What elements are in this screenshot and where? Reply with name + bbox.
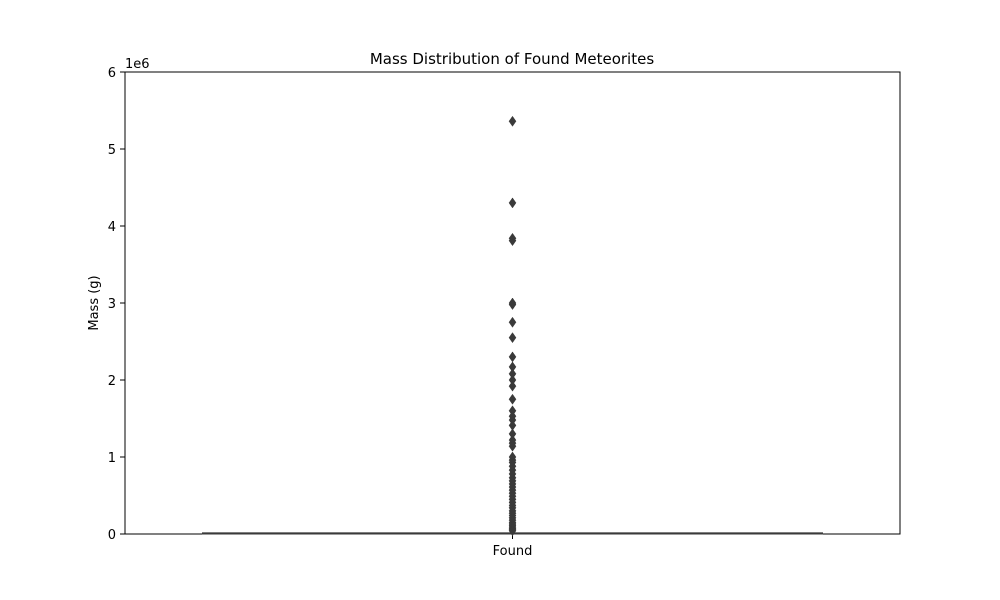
outlier-point [508,380,517,392]
y-axis-label: Mass (g) [87,275,102,330]
y-tick-label: 5 [108,143,116,158]
plot-area: 0 1 2 3 4 5 6 Found [108,66,901,559]
chart-title: Mass Distribution of Found Meteorites [370,50,655,68]
y-tick-label: 1 [108,451,116,466]
y-tick-label: 4 [108,220,116,235]
y-tick-label: 3 [108,297,116,312]
outlier-point [508,332,517,344]
outlier-point [508,393,517,405]
outlier-point [508,115,517,127]
outlier-point [508,351,517,363]
y-tick-label: 6 [108,66,116,81]
outlier-point [508,316,517,328]
outlier-point [508,197,517,209]
y-axis-scale-label: 1e6 [125,57,150,72]
y-tick-label: 2 [108,374,116,389]
outlier-point [508,299,517,310]
x-tick-label: Found [493,544,533,559]
outlier-point [508,440,517,452]
outlier-point [508,235,517,247]
outlier-point [508,525,517,537]
y-tick-label: 0 [108,528,116,543]
